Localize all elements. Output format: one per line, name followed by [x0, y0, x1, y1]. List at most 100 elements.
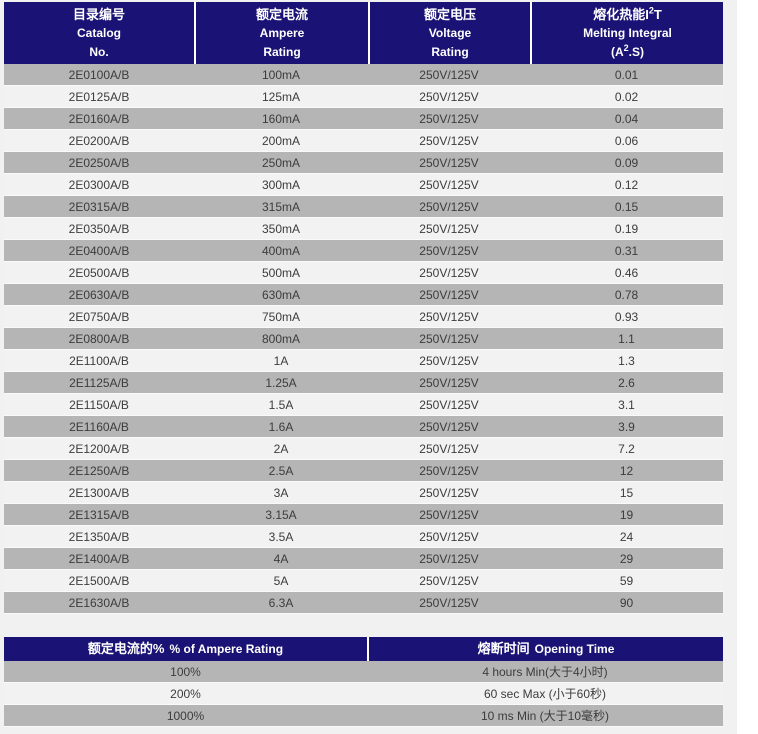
header-catalog-en1: Catalog	[76, 25, 121, 40]
voltage-rating-cell: 250V/125V	[368, 130, 530, 152]
catalog-no-cell: 2E0160A/B	[4, 108, 194, 130]
melting-integral-cell: 0.12	[530, 174, 723, 196]
spec-table-row: 2E0500A/B 500mA 250V/125V 0.46	[4, 262, 723, 284]
melting-integral-cell: 0.02	[530, 86, 723, 108]
header-ampere-en2: Rating	[263, 44, 301, 59]
voltage-rating-cell: 250V/125V	[368, 196, 530, 218]
ampere-rating-cell: 1.6A	[194, 416, 368, 438]
melting-integral-cell: 15	[530, 482, 723, 504]
melting-integral-cell: 90	[530, 592, 723, 614]
voltage-rating-cell: 250V/125V	[368, 438, 530, 460]
ampere-rating-cell: 125mA	[194, 86, 368, 108]
catalog-no-cell: 2E0800A/B	[4, 328, 194, 350]
catalog-no-cell: 2E1400A/B	[4, 548, 194, 570]
catalog-no-cell: 2E1500A/B	[4, 570, 194, 592]
melting-integral-cell: 0.01	[530, 64, 723, 86]
spec-table-row: 2E0630A/B 630mA 250V/125V 0.78	[4, 284, 723, 306]
melting-integral-cell: 7.2	[530, 438, 723, 460]
melting-integral-cell: 19	[530, 504, 723, 526]
voltage-rating-cell: 250V/125V	[368, 350, 530, 372]
header-catalog-en2: No.	[89, 44, 109, 59]
spec-table-row: 2E0160A/B 160mA 250V/125V 0.04	[4, 108, 723, 130]
ampere-rating-cell: 4A	[194, 548, 368, 570]
superscript-2: 2	[648, 5, 654, 16]
voltage-rating-cell: 250V/125V	[368, 372, 530, 394]
ampere-rating-cell: 3.15A	[194, 504, 368, 526]
percent-cell: 100%	[4, 661, 367, 683]
melting-integral-cell: 1.3	[530, 350, 723, 372]
ampere-rating-cell: 160mA	[194, 108, 368, 130]
voltage-rating-cell: 250V/125V	[368, 174, 530, 196]
catalog-no-cell: 2E1250A/B	[4, 460, 194, 482]
melting-integral-cell: 2.6	[530, 372, 723, 394]
catalog-no-cell: 2E1200A/B	[4, 438, 194, 460]
header-ampere-rating: 额定电流 Ampere Rating	[194, 2, 368, 64]
catalog-no-cell: 2E0125A/B	[4, 86, 194, 108]
spec-table-header-row: 目录编号 Catalog No. 额定电流 Ampere Rating 额定电压…	[4, 2, 723, 64]
melting-integral-cell: 59	[530, 570, 723, 592]
opening-time-cell: 60 sec Max (小于60秒)	[367, 683, 723, 705]
voltage-rating-cell: 250V/125V	[368, 262, 530, 284]
spec-table-row: 2E1100A/B 1A 250V/125V 1.3	[4, 350, 723, 372]
catalog-no-cell: 2E0350A/B	[4, 218, 194, 240]
melting-integral-cell: 0.19	[530, 218, 723, 240]
catalog-no-cell: 2E1300A/B	[4, 482, 194, 504]
melting-integral-cell: 0.09	[530, 152, 723, 174]
melting-integral-cell: 0.93	[530, 306, 723, 328]
voltage-rating-cell: 250V/125V	[368, 482, 530, 504]
voltage-rating-cell: 250V/125V	[368, 504, 530, 526]
header-voltage-en2: Rating	[431, 44, 469, 59]
melting-integral-cell: 1.1	[530, 328, 723, 350]
ampere-rating-cell: 1.25A	[194, 372, 368, 394]
voltage-rating-cell: 250V/125V	[368, 64, 530, 86]
catalog-no-cell: 2E0100A/B	[4, 64, 194, 86]
catalog-no-cell: 2E0300A/B	[4, 174, 194, 196]
ampere-rating-cell: 750mA	[194, 306, 368, 328]
melting-integral-cell: 12	[530, 460, 723, 482]
header-melting-unit: (A2.S)	[610, 42, 645, 59]
ampere-rating-cell: 6.3A	[194, 592, 368, 614]
voltage-rating-cell: 250V/125V	[368, 218, 530, 240]
spec-table-row: 2E1125A/B 1.25A 250V/125V 2.6	[4, 372, 723, 394]
header-voltage-en1: Voltage	[428, 25, 472, 40]
ampere-rating-cell: 200mA	[194, 130, 368, 152]
spec-table-body: 2E0100A/B 100mA 250V/125V 0.01 2E0125A/B…	[4, 64, 723, 614]
catalog-no-cell: 2E0315A/B	[4, 196, 194, 218]
time-table-header-row: 额定电流的%% of Ampere Rating 熔断时间 Opening Tim…	[4, 637, 723, 661]
voltage-rating-cell: 250V/125V	[368, 152, 530, 174]
time-table-row: 100% 4 hours Min(大于4小时)	[4, 661, 723, 683]
melting-integral-cell: 3.9	[530, 416, 723, 438]
voltage-rating-cell: 250V/125V	[368, 86, 530, 108]
spec-table-row: 2E1300A/B 3A 250V/125V 15	[4, 482, 723, 504]
ampere-rating-cell: 315mA	[194, 196, 368, 218]
spec-table-row: 2E1500A/B 5A 250V/125V 59	[4, 570, 723, 592]
voltage-rating-cell: 250V/125V	[368, 306, 530, 328]
opening-time-cell: 10 ms Min (大于10毫秒)	[367, 705, 723, 727]
ampere-rating-cell: 630mA	[194, 284, 368, 306]
catalog-no-cell: 2E0750A/B	[4, 306, 194, 328]
voltage-rating-cell: 250V/125V	[368, 394, 530, 416]
catalog-no-cell: 2E0400A/B	[4, 240, 194, 262]
catalog-no-cell: 2E0500A/B	[4, 262, 194, 284]
header-melting-zh: 熔化热能I2T	[593, 5, 662, 22]
catalog-no-cell: 2E1100A/B	[4, 350, 194, 372]
melting-integral-cell: 0.15	[530, 196, 723, 218]
spec-table-row: 2E1250A/B 2.5A 250V/125V 12	[4, 460, 723, 482]
ampere-rating-cell: 350mA	[194, 218, 368, 240]
voltage-rating-cell: 250V/125V	[368, 570, 530, 592]
catalog-no-cell: 2E1150A/B	[4, 394, 194, 416]
spec-table-row: 2E0400A/B 400mA 250V/125V 0.31	[4, 240, 723, 262]
catalog-no-cell: 2E0200A/B	[4, 130, 194, 152]
catalog-no-cell: 2E1160A/B	[4, 416, 194, 438]
melting-integral-cell: 0.04	[530, 108, 723, 130]
melting-integral-cell: 24	[530, 526, 723, 548]
catalog-no-cell: 2E1315A/B	[4, 504, 194, 526]
voltage-rating-cell: 250V/125V	[368, 460, 530, 482]
ampere-rating-cell: 400mA	[194, 240, 368, 262]
header-voltage-rating: 额定电压 Voltage Rating	[368, 2, 530, 64]
header-ampere-zh: 额定电流	[255, 6, 308, 22]
voltage-rating-cell: 250V/125V	[368, 526, 530, 548]
percent-cell: 200%	[4, 683, 367, 705]
spec-table-row: 2E1160A/B 1.6A 250V/125V 3.9	[4, 416, 723, 438]
ampere-rating-cell: 300mA	[194, 174, 368, 196]
